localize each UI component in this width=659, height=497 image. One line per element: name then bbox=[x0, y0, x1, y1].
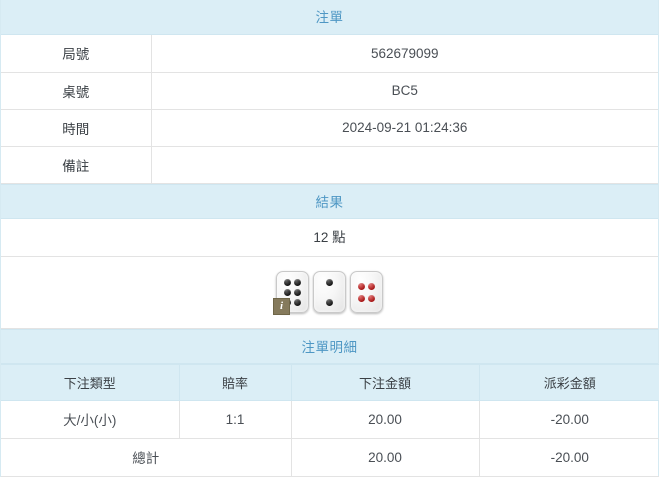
info-value-round-number: 562679099 bbox=[150, 35, 658, 73]
column-header-bet-amount: 下注金額 bbox=[290, 363, 480, 401]
info-value-table-number: BC5 bbox=[150, 71, 658, 110]
table-row: 大/小(小) 1:1 20.00 -20.00 bbox=[1, 399, 659, 439]
cell-bet-amount: 20.00 bbox=[290, 399, 480, 439]
section-header-bet-slip: 注單 bbox=[1, 0, 658, 35]
column-header-bet-type: 下注類型 bbox=[1, 363, 180, 401]
cell-total-label: 總計 bbox=[1, 437, 292, 477]
die-3-value-4 bbox=[350, 271, 383, 313]
table-total-row: 總計 20.00 -20.00 bbox=[1, 437, 659, 477]
table-row: 時間 2024-09-21 01:24:36 bbox=[1, 108, 658, 147]
info-label-table-number: 桌號 bbox=[1, 71, 152, 110]
info-icon[interactable]: i bbox=[273, 298, 290, 315]
bet-slip-page: 注單 局號 562679099 桌號 BC5 時間 2024-09-21 01:… bbox=[0, 0, 659, 477]
dice-display: i bbox=[1, 256, 658, 329]
cell-payout: -20.00 bbox=[478, 399, 659, 439]
die-1-value-6: i bbox=[273, 271, 309, 315]
section-header-result: 結果 bbox=[1, 183, 658, 219]
die-pip-blank bbox=[326, 289, 333, 296]
info-label-time: 時間 bbox=[1, 108, 152, 147]
result-total-points: 12 點 bbox=[1, 219, 658, 257]
die-2-value-2 bbox=[313, 271, 346, 313]
cell-bet-type: 大/小(小) bbox=[1, 399, 180, 439]
die-pip bbox=[294, 288, 302, 296]
info-label-round-number: 局號 bbox=[1, 35, 152, 73]
info-value-time: 2024-09-21 01:24:36 bbox=[150, 108, 658, 147]
cell-odds: 1:1 bbox=[178, 399, 292, 439]
cell-total-payout: -20.00 bbox=[478, 437, 659, 477]
die-pip bbox=[294, 278, 302, 286]
info-value-remark bbox=[150, 145, 658, 184]
table-row: 局號 562679099 bbox=[1, 35, 658, 73]
die-pip bbox=[368, 282, 376, 290]
die-pip bbox=[326, 278, 333, 286]
info-label-remark: 備註 bbox=[1, 145, 152, 184]
die-pip bbox=[294, 298, 302, 306]
column-header-odds: 賠率 bbox=[178, 363, 292, 401]
bet-slip-info-table: 局號 562679099 桌號 BC5 時間 2024-09-21 01:24:… bbox=[1, 35, 658, 184]
section-header-bet-detail: 注單明細 bbox=[1, 328, 658, 364]
die-pip bbox=[283, 278, 291, 286]
die-pip bbox=[368, 294, 376, 302]
die-pip bbox=[283, 288, 291, 296]
column-header-payout: 派彩金額 bbox=[478, 363, 659, 401]
die-pip bbox=[326, 298, 333, 306]
cell-total-bet-amount: 20.00 bbox=[290, 437, 480, 477]
table-row: 桌號 BC5 bbox=[1, 71, 658, 110]
die-pip bbox=[357, 282, 365, 290]
table-header-row: 下注類型 賠率 下注金額 派彩金額 bbox=[1, 363, 659, 401]
table-row: 備註 bbox=[1, 145, 658, 184]
die-pip bbox=[357, 294, 365, 302]
bet-detail-table: 下注類型 賠率 下注金額 派彩金額 大/小(小) 1:1 20.00 -20.0… bbox=[1, 363, 659, 477]
